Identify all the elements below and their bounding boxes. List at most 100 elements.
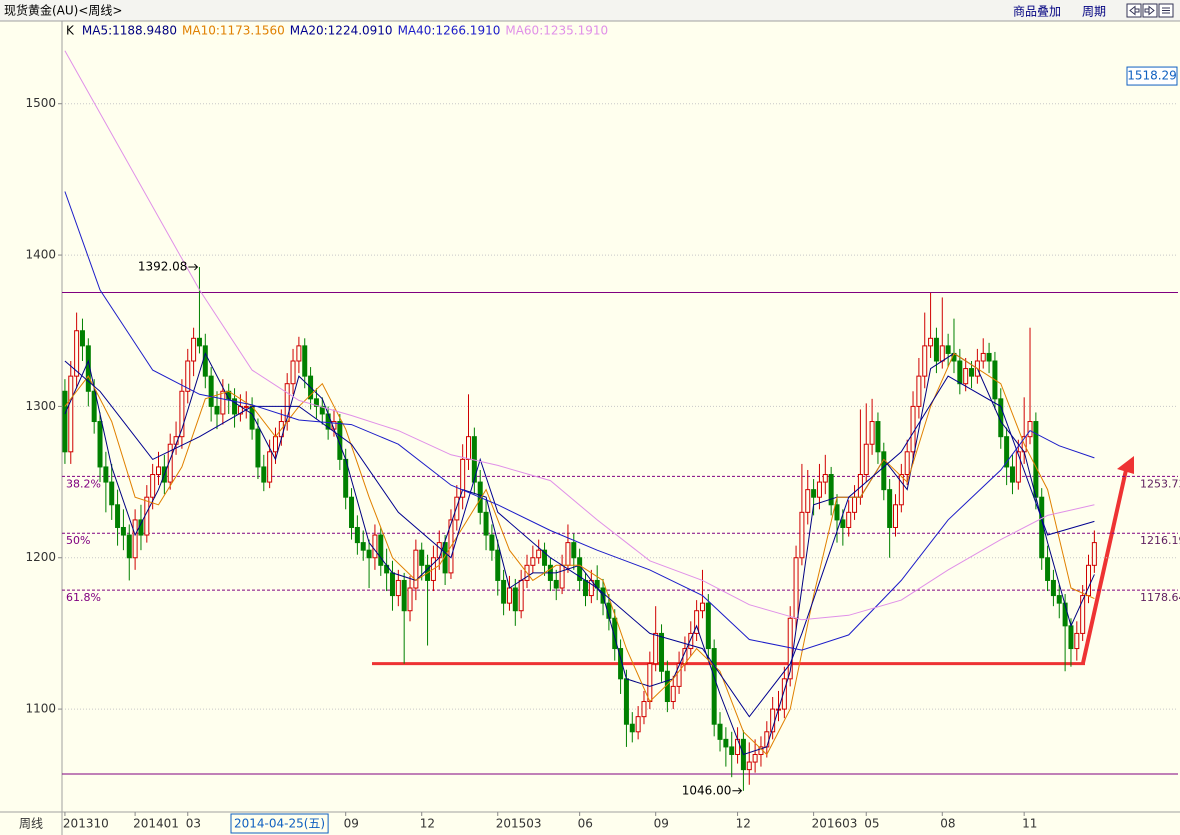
trend-arrow-shaft bbox=[1081, 469, 1128, 664]
candle-body bbox=[781, 678, 787, 710]
candle-body bbox=[1004, 436, 1010, 468]
candle-body bbox=[109, 481, 115, 506]
candle-body bbox=[904, 451, 910, 476]
x-tick-label: 08 bbox=[940, 817, 955, 831]
candle-body bbox=[565, 542, 571, 566]
price-box bbox=[1126, 66, 1178, 86]
candle-body bbox=[191, 337, 197, 362]
candle-body bbox=[542, 549, 548, 566]
candle-body bbox=[360, 542, 366, 551]
candle-body bbox=[746, 761, 752, 771]
candle-body bbox=[232, 398, 238, 415]
nav-right[interactable] bbox=[1142, 3, 1158, 18]
candle-body bbox=[466, 436, 472, 460]
candle-body bbox=[156, 466, 162, 476]
price-label: 1518.29 bbox=[1127, 69, 1177, 83]
x-tick-label: 12 bbox=[420, 817, 435, 831]
candle-body bbox=[1056, 595, 1062, 604]
candle-body bbox=[571, 542, 577, 559]
candle-body bbox=[559, 564, 565, 589]
candle-body bbox=[506, 587, 512, 604]
period-button[interactable]: 周期 bbox=[1082, 5, 1106, 19]
fib-ratio-label: 38.2% bbox=[66, 477, 101, 490]
candle-body bbox=[816, 481, 822, 498]
candle-body bbox=[267, 451, 273, 483]
candle-body bbox=[138, 519, 144, 536]
y-tick-label: 1100 bbox=[25, 702, 56, 716]
ma-line bbox=[64, 352, 1095, 756]
candle-body bbox=[852, 496, 858, 513]
candle-body bbox=[799, 511, 805, 559]
candle-body bbox=[1080, 595, 1086, 634]
candle-body bbox=[881, 451, 887, 491]
candle-body bbox=[1091, 542, 1097, 566]
candle-body bbox=[536, 549, 542, 559]
header-bar bbox=[0, 0, 1180, 21]
candle-body bbox=[969, 368, 975, 377]
candle-body bbox=[711, 648, 717, 725]
candle-body bbox=[97, 421, 103, 468]
x-tick-label: 06 bbox=[578, 817, 593, 831]
candle-body bbox=[957, 360, 963, 385]
x-tick-label: 09 bbox=[344, 817, 359, 831]
candle-body bbox=[846, 511, 852, 528]
candle-body bbox=[980, 352, 986, 362]
x-tick-label: 09 bbox=[654, 817, 669, 831]
candle-body bbox=[220, 390, 226, 415]
candle-body bbox=[120, 526, 126, 536]
candle-body bbox=[582, 579, 588, 597]
candle-body bbox=[103, 466, 109, 483]
candle-body bbox=[243, 405, 249, 408]
low-label: 1046.00 bbox=[682, 783, 732, 797]
candle-body bbox=[1050, 579, 1056, 597]
candle-body bbox=[869, 421, 875, 445]
low-arrow bbox=[732, 787, 743, 795]
candle-body bbox=[512, 587, 518, 612]
candle-body bbox=[805, 489, 811, 513]
candle-body bbox=[372, 534, 378, 559]
candle-body bbox=[518, 579, 524, 612]
candle-body bbox=[407, 587, 413, 612]
candle-body bbox=[1074, 632, 1080, 650]
candle-body bbox=[214, 405, 220, 415]
nav-right-icon bbox=[1144, 5, 1155, 16]
fib-value-label: 1253.73 bbox=[1140, 477, 1180, 490]
candle-body bbox=[419, 549, 425, 566]
candle-body bbox=[179, 390, 185, 438]
candle-body bbox=[1009, 466, 1015, 483]
candle-body bbox=[132, 519, 138, 559]
overlay-button[interactable]: 商品叠加 bbox=[1013, 4, 1061, 19]
candle-body bbox=[939, 345, 945, 362]
candle-body bbox=[319, 405, 325, 415]
x-tick-label: 201310 bbox=[63, 817, 109, 831]
candle-body bbox=[875, 421, 881, 453]
candle-body bbox=[68, 375, 74, 453]
candle-body bbox=[623, 678, 629, 725]
candle-body bbox=[811, 489, 817, 498]
legend-label: MA10:1173.1560 bbox=[182, 24, 285, 38]
candle-body bbox=[828, 474, 834, 506]
candle-body bbox=[255, 428, 261, 468]
legend-label: MA40:1266.1910 bbox=[398, 24, 501, 38]
candle-body bbox=[717, 723, 723, 740]
candle-body bbox=[126, 534, 132, 559]
candle-body bbox=[413, 549, 419, 589]
y-tick-label: 1400 bbox=[25, 248, 56, 262]
candle-body bbox=[834, 504, 840, 521]
corner-label: 周线 bbox=[19, 817, 43, 831]
candle-body bbox=[530, 557, 536, 566]
candle-body bbox=[653, 632, 659, 665]
candle-body bbox=[366, 549, 372, 559]
candle-body bbox=[933, 337, 939, 362]
high-label: 1392.08 bbox=[138, 260, 188, 274]
candle-body bbox=[764, 731, 770, 748]
nav-left[interactable] bbox=[1126, 3, 1142, 18]
candle-body bbox=[489, 534, 495, 551]
candle-body bbox=[208, 375, 214, 407]
candle-body bbox=[928, 337, 934, 347]
candle-body bbox=[378, 534, 384, 566]
fib-ratio-label: 50% bbox=[66, 534, 90, 547]
